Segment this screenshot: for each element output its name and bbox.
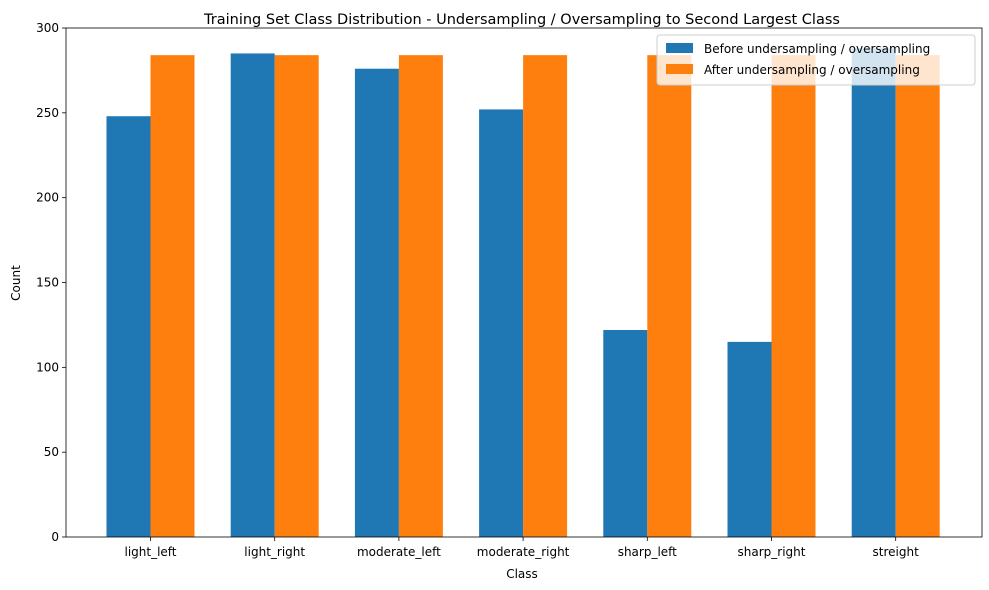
y-axis-label: Count [9, 265, 23, 301]
bar-before-moderate_right [479, 109, 524, 537]
bar-after-moderate_left [398, 55, 443, 537]
x-tick-label: sharp_left [618, 545, 677, 559]
legend-label-before: Before undersampling / oversampling [704, 42, 930, 56]
y-tick-label: 50 [44, 445, 59, 459]
legend-box [656, 34, 976, 86]
y-axis: 0 50 100 150 200 250 300 [36, 21, 66, 544]
x-axis-label: Class [506, 567, 538, 581]
y-tick-label: 200 [36, 191, 59, 205]
x-tick-label: light_left [124, 545, 176, 559]
legend: Before undersampling / oversampling After… [656, 34, 976, 86]
bar-before-sharp_left [603, 330, 648, 537]
bar-after-streight [895, 55, 940, 537]
chart-title: Training Set Class Distribution - Unders… [203, 12, 840, 28]
bar-after-moderate_right [523, 55, 568, 537]
bar-before-streight [851, 48, 896, 538]
x-tick-label: streight [873, 545, 920, 559]
x-tick-label: moderate_left [357, 545, 441, 559]
y-tick-label: 100 [36, 360, 59, 374]
legend-label-after: After undersampling / oversampling [704, 63, 920, 77]
bar-after-light_left [150, 55, 195, 537]
y-tick-label: 300 [36, 21, 59, 35]
bar-after-sharp_right [771, 55, 816, 537]
x-tick-label: sharp_right [738, 545, 806, 559]
x-tick-label: light_right [244, 545, 305, 559]
bars-layer [106, 48, 940, 538]
x-axis: light_left light_right moderate_left modera… [124, 537, 919, 559]
bar-after-light_right [274, 55, 319, 537]
legend-swatch-after [666, 64, 693, 74]
legend-swatch-before [666, 43, 693, 53]
y-tick-label: 0 [51, 530, 59, 544]
y-tick-label: 250 [36, 106, 59, 120]
bar-before-sharp_right [727, 341, 772, 537]
bar-before-light_left [106, 116, 151, 537]
y-tick-label: 150 [36, 276, 59, 290]
bar-after-sharp_left [647, 55, 692, 537]
bar-before-moderate_left [354, 68, 399, 537]
bar-before-light_right [230, 53, 275, 537]
x-tick-label: moderate_right [477, 545, 570, 559]
